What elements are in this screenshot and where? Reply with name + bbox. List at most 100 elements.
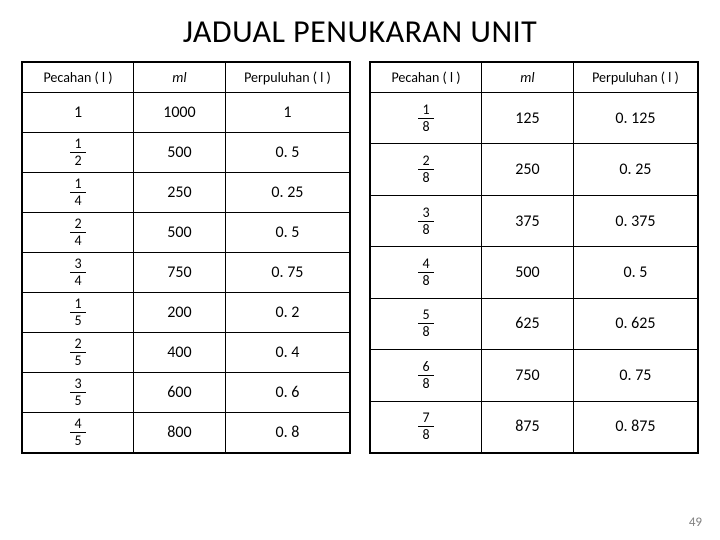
fraction-cell: 15	[22, 293, 134, 333]
ml-cell: 500	[134, 213, 226, 253]
ml-cell: 500	[134, 133, 226, 173]
fraction-cell: 28	[370, 144, 482, 195]
ml-cell: 750	[482, 350, 574, 401]
right-table: Pecahan ( l ) ml Perpuluhan ( l ) 181250…	[369, 61, 699, 454]
fraction: 38	[418, 204, 433, 239]
fraction-numerator: 1	[70, 297, 85, 313]
decimal-cell: 0. 2	[225, 293, 350, 333]
table-row: 245000. 5	[22, 213, 350, 253]
fraction-numerator: 4	[418, 257, 433, 273]
fraction-numerator: 3	[70, 377, 85, 393]
decimal-cell: 0. 5	[225, 213, 350, 253]
fraction-denominator: 8	[418, 119, 433, 134]
left-header-pecahan: Pecahan ( l )	[22, 62, 134, 93]
fraction: 14	[70, 175, 85, 210]
fraction-cell: 14	[22, 173, 134, 213]
fraction-numerator: 6	[418, 360, 433, 376]
fraction: 25	[70, 335, 85, 370]
ml-cell: 1000	[134, 93, 226, 133]
ml-cell: 200	[134, 293, 226, 333]
table-row: 181250. 125	[370, 93, 698, 144]
fraction-cell: 78	[370, 401, 482, 452]
fraction-cell: 45	[22, 413, 134, 453]
decimal-cell: 0. 8	[225, 413, 350, 453]
fraction-numerator: 3	[418, 206, 433, 222]
fraction-cell: 24	[22, 213, 134, 253]
fraction-denominator: 8	[418, 222, 433, 237]
left-header-ml: ml	[134, 62, 226, 93]
fraction-numerator: 2	[418, 154, 433, 170]
fraction-denominator: 5	[70, 393, 85, 408]
fraction: 28	[418, 152, 433, 187]
fraction-cell: 48	[370, 247, 482, 298]
fraction-denominator: 5	[70, 353, 85, 368]
decimal-cell: 0. 375	[573, 195, 698, 246]
decimal-cell: 0. 4	[225, 333, 350, 373]
fraction-numerator: 1	[70, 137, 85, 153]
fraction-numerator: 3	[70, 257, 85, 273]
page-title: JADUAL PENUKARAN UNIT	[0, 0, 720, 61]
fraction-denominator: 5	[70, 313, 85, 328]
fraction-cell: 34	[22, 253, 134, 293]
fraction: 34	[70, 255, 85, 290]
fraction-cell: 68	[370, 350, 482, 401]
fraction-numerator: 1	[418, 103, 433, 119]
fraction-numerator: 2	[70, 337, 85, 353]
fraction-numerator: 1	[70, 177, 85, 193]
decimal-cell: 0. 875	[573, 401, 698, 452]
decimal-cell: 0. 25	[573, 144, 698, 195]
fraction-cell: 1	[22, 93, 134, 133]
fraction-denominator: 4	[70, 233, 85, 248]
fraction-cell: 35	[22, 373, 134, 413]
decimal-cell: 0. 25	[225, 173, 350, 213]
fraction: 15	[70, 295, 85, 330]
fraction: 78	[418, 409, 433, 444]
table-row: 28 2500. 25	[370, 144, 698, 195]
fraction-numerator: 4	[70, 417, 85, 433]
table-row: 45 8000. 8	[22, 413, 350, 453]
fraction-cell: 18	[370, 93, 482, 144]
fraction: 48	[418, 255, 433, 290]
table-row: 14 2500. 25	[22, 173, 350, 213]
decimal-cell: 0. 5	[225, 133, 350, 173]
table-row: 383750. 375	[370, 195, 698, 246]
right-header-ml: ml	[482, 62, 574, 93]
fraction: 35	[70, 375, 85, 410]
decimal-cell: 1	[225, 93, 350, 133]
fraction-numerator: 5	[418, 308, 433, 324]
decimal-cell: 0. 125	[573, 93, 698, 144]
decimal-cell: 0. 75	[573, 350, 698, 401]
fraction-whole: 1	[74, 103, 82, 122]
ml-cell: 600	[134, 373, 226, 413]
fraction-denominator: 8	[418, 170, 433, 185]
ml-cell: 250	[482, 144, 574, 195]
fraction: 18	[418, 101, 433, 136]
table-row: 254000. 4	[22, 333, 350, 373]
fraction: 58	[418, 306, 433, 341]
left-table: Pecahan ( l ) ml Perpuluhan ( l ) 110001…	[21, 61, 351, 454]
table-row: 788750. 875	[370, 401, 698, 452]
right-header-pecahan: Pecahan ( l )	[370, 62, 482, 93]
table-row: 12 5000. 5	[22, 133, 350, 173]
decimal-cell: 0. 75	[225, 253, 350, 293]
fraction-cell: 38	[370, 195, 482, 246]
right-header-perpuluhan: Perpuluhan ( l )	[573, 62, 698, 93]
fraction-cell: 25	[22, 333, 134, 373]
ml-cell: 625	[482, 298, 574, 349]
table-row: 687500. 75	[370, 350, 698, 401]
fraction-denominator: 4	[70, 273, 85, 288]
fraction-denominator: 8	[418, 324, 433, 339]
table-row: 586250. 625	[370, 298, 698, 349]
ml-cell: 250	[134, 173, 226, 213]
tables-container: Pecahan ( l ) ml Perpuluhan ( l ) 110001…	[0, 61, 720, 454]
ml-cell: 500	[482, 247, 574, 298]
page-number: 49	[689, 515, 702, 530]
fraction-denominator: 4	[70, 193, 85, 208]
fraction: 45	[70, 415, 85, 450]
table-row: 110001	[22, 93, 350, 133]
fraction-denominator: 5	[70, 433, 85, 448]
ml-cell: 800	[134, 413, 226, 453]
fraction-denominator: 8	[418, 376, 433, 391]
fraction: 12	[70, 135, 85, 170]
fraction-numerator: 7	[418, 411, 433, 427]
